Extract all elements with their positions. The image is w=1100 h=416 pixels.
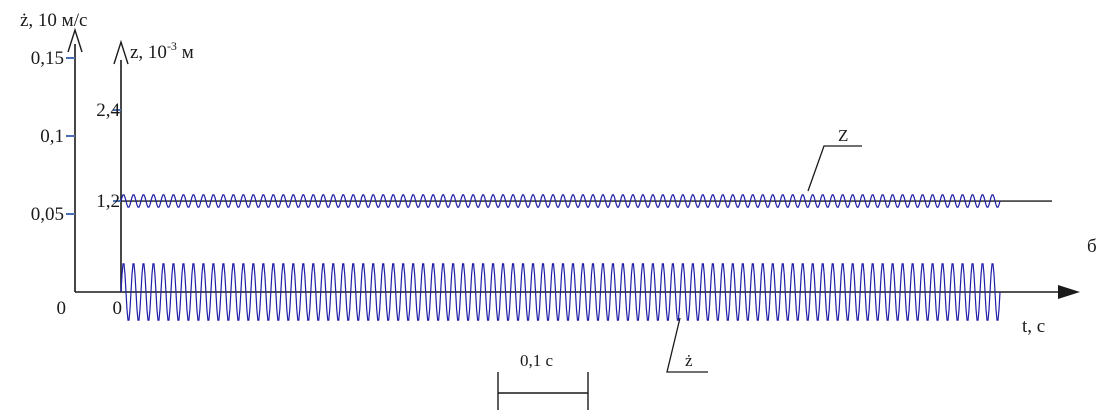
left-axis-tick-label: 0,05	[31, 204, 64, 225]
left-axis-arrow	[67, 27, 83, 53]
inner-axis-title: z, 10-3 м	[130, 39, 194, 63]
left-axis-ticks: 0 0,05 0,1 0,15	[31, 48, 75, 319]
inner-axis-tick-label: 2,4	[96, 100, 120, 121]
inner-axis-tick-label: 1,2	[96, 191, 120, 212]
inner-axis: z, 10-3 м 0 1,2 2,4	[96, 39, 193, 319]
time-scale-bar: 0,1 с	[497, 351, 589, 410]
inner-axis-arrow	[113, 39, 129, 65]
inner-axis-title-unit: м	[177, 42, 194, 63]
x-axis-title: t, c	[1022, 316, 1045, 337]
inner-axis-ticks: 0 1,2 2,4	[96, 100, 122, 319]
left-axis-tick-label: 0	[57, 298, 67, 319]
x-axis-arrow	[1058, 285, 1080, 299]
left-axis-title: ż, 10 м/с	[20, 10, 87, 31]
z-leader-line	[807, 145, 862, 192]
zdot-leader-line	[666, 317, 708, 373]
inner-axis-title-exp: -3	[167, 39, 177, 53]
zdot-label-group: ż	[666, 317, 708, 373]
panel-label: б	[1087, 236, 1097, 257]
series-layer	[120, 194, 1001, 321]
x-axis: t, c	[75, 285, 1080, 337]
left-axis-tick-label: 0,15	[31, 48, 64, 69]
zdot-series-label: ż	[685, 351, 693, 370]
left-axis: ż, 10 м/с 0 0,05 0,1 0,15	[20, 10, 87, 319]
z-series-line	[120, 194, 1001, 208]
left-axis-tick-label: 0,1	[40, 126, 64, 147]
inner-axis-tick-label: 0	[113, 298, 123, 319]
z-series-label: z	[838, 126, 848, 145]
inner-axis-title-base: z, 10	[130, 42, 167, 63]
zdot-series-line	[120, 263, 1001, 321]
z-label-group: z	[807, 126, 862, 192]
scale-bar-label: 0,1 с	[520, 351, 554, 370]
